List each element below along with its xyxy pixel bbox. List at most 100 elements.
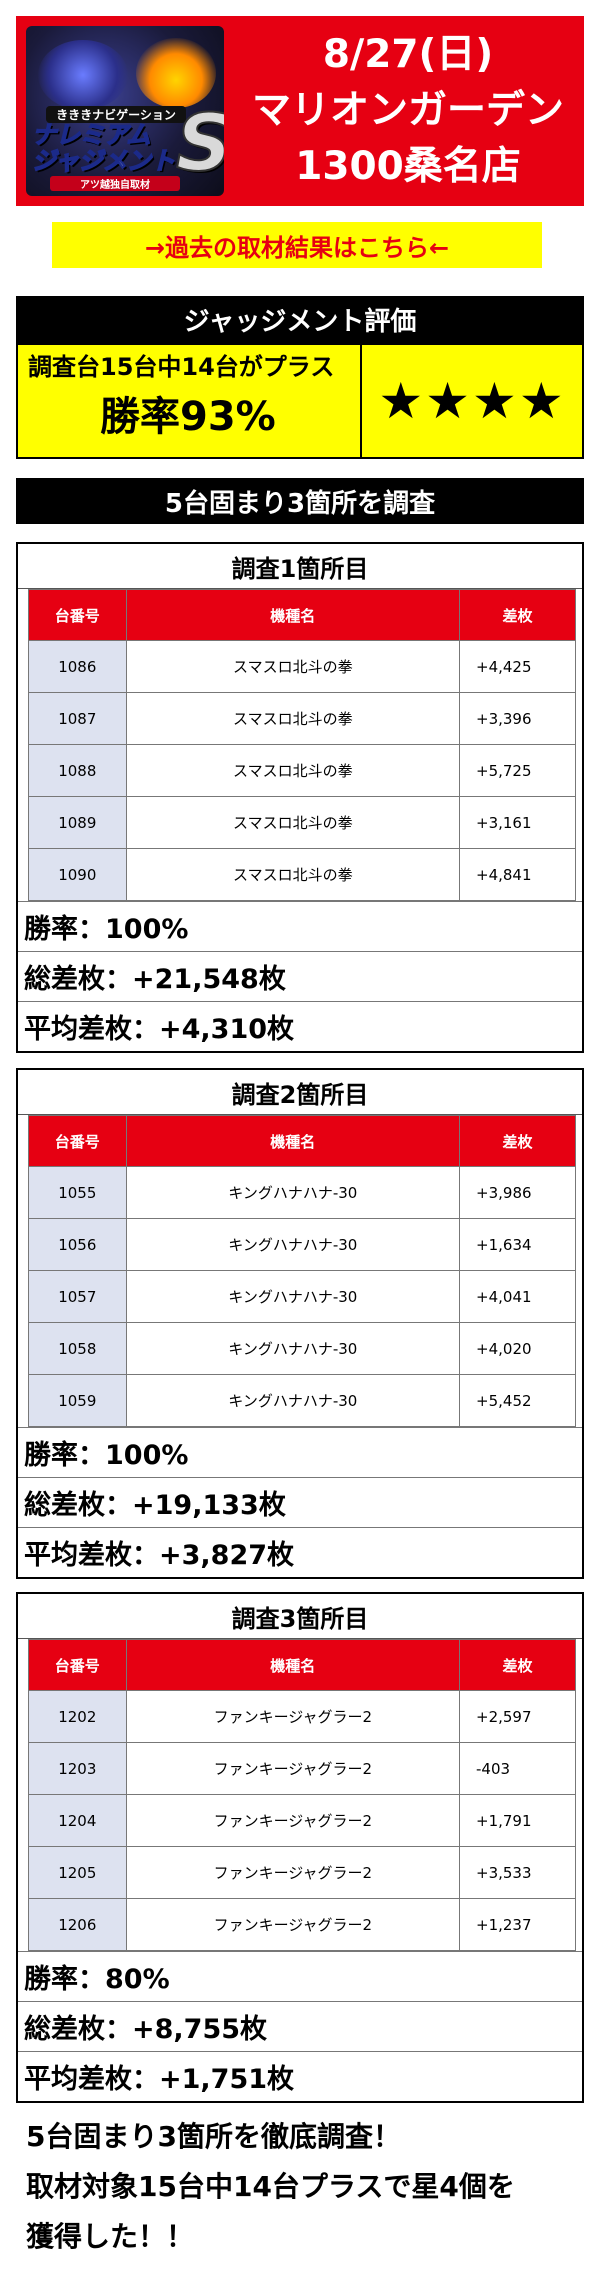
table-header-row: 台番号 機種名 差枚 — [28, 589, 576, 641]
premium-judgment-logo: きききナビゲーション ナレミアム ジャジメント S アツ越独自取材 — [26, 26, 224, 196]
machine-number-cell: 1205 — [28, 1846, 127, 1899]
table-row: 1055 キングハナハナ‐30 +3,986 — [28, 1166, 576, 1219]
table-row: 1059 キングハナハナ‐30 +5,452 — [28, 1374, 576, 1427]
coin-difference-cell: +1,237 — [459, 1898, 576, 1951]
win-rate-stat: 勝率：100% — [18, 901, 582, 951]
win-rate-stat: 勝率：80% — [18, 1951, 582, 2001]
survey-table: 台番号 機種名 差枚 1086 スマスロ北斗の拳 +4,425 1087 スマス… — [28, 589, 576, 901]
column-header-model-name: 機種名 — [125, 1115, 461, 1167]
table-row: 1057 キングハナハナ‐30 +4,041 — [28, 1270, 576, 1323]
header-store-branch: 1300桑名店 — [295, 144, 521, 189]
coin-difference-cell: +5,725 — [459, 744, 576, 797]
model-name-cell: ファンキージャグラー2 — [125, 1690, 461, 1743]
machine-number-cell: 1206 — [28, 1898, 127, 1951]
table-row: 1089 スマスロ北斗の拳 +3,161 — [28, 796, 576, 849]
logo-tagline: きききナビゲーション — [46, 106, 186, 123]
logo-big-letter: S — [175, 103, 224, 185]
survey-section-title: 5台固まり3箇所を調査 — [16, 478, 584, 524]
machine-number-cell: 1087 — [28, 692, 127, 745]
machine-number-cell: 1057 — [28, 1270, 127, 1323]
judgment-stars: ★★★★ — [362, 345, 582, 457]
machine-number-cell: 1055 — [28, 1166, 127, 1219]
summary-line-3: 獲得した！！ — [26, 2220, 195, 2253]
model-name-cell: キングハナハナ‐30 — [125, 1218, 461, 1271]
coin-difference-cell: +5,452 — [459, 1374, 576, 1427]
coin-difference-cell: +4,425 — [459, 640, 576, 693]
table-row: 1086 スマスロ北斗の拳 +4,425 — [28, 640, 576, 693]
table-header-row: 台番号 機種名 差枚 — [28, 1115, 576, 1167]
logo-wordmark-line2: ジャジメント — [31, 147, 175, 175]
table-row: 1204 ファンキージャグラー2 +1,791 — [28, 1794, 576, 1847]
logo-subline: アツ越独自取材 — [50, 176, 180, 191]
coin-difference-cell: +4,020 — [459, 1322, 576, 1375]
table-row: 1203 ファンキージャグラー2 -403 — [28, 1742, 576, 1795]
judgment-box: 調査台15台中14台がプラス 勝率93% ★★★★ — [16, 343, 584, 459]
model-name-cell: キングハナハナ‐30 — [125, 1270, 461, 1323]
header-date: 8/27(日) — [322, 32, 494, 77]
survey-table: 台番号 機種名 差枚 1055 キングハナハナ‐30 +3,986 1056 キ… — [28, 1115, 576, 1427]
coin-difference-cell: +3,161 — [459, 796, 576, 849]
coin-difference-cell: +1,791 — [459, 1794, 576, 1847]
coin-difference-cell: +1,634 — [459, 1218, 576, 1271]
column-header-model-name: 機種名 — [125, 1639, 461, 1691]
coin-difference-cell: +4,041 — [459, 1270, 576, 1323]
summary-text: 5台固まり3箇所を徹底調査！ 取材対象15台中14台プラスで星4個を 獲得した！… — [26, 2112, 586, 2262]
coin-difference-cell: +3,533 — [459, 1846, 576, 1899]
machine-number-cell: 1058 — [28, 1322, 127, 1375]
judgment-left-panel: 調査台15台中14台がプラス 勝率93% — [18, 345, 362, 457]
machine-number-cell: 1089 — [28, 796, 127, 849]
machine-number-cell: 1203 — [28, 1742, 127, 1795]
column-header-machine-number: 台番号 — [28, 1639, 127, 1691]
model-name-cell: スマスロ北斗の拳 — [125, 848, 461, 901]
survey-block-3: 調査3箇所目 台番号 機種名 差枚 1202 ファンキージャグラー2 +2,59… — [16, 1592, 584, 2103]
past-results-link[interactable]: →過去の取材結果はこちら← — [52, 222, 542, 268]
summary-line-2: 取材対象15台中14台プラスで星4個を — [26, 2170, 515, 2203]
model-name-cell: スマスロ北斗の拳 — [125, 796, 461, 849]
logo-flame-art — [136, 38, 216, 108]
logo-wordmark-line1: ナレミアム — [31, 121, 151, 149]
survey-block-1: 調査1箇所目 台番号 機種名 差枚 1086 スマスロ北斗の拳 +4,425 1… — [16, 542, 584, 1053]
column-header-coin-difference: 差枚 — [459, 1639, 576, 1691]
survey-title: 調査3箇所目 — [18, 1594, 582, 1639]
machine-number-cell: 1086 — [28, 640, 127, 693]
coin-difference-cell: +4,841 — [459, 848, 576, 901]
logo-beast-art — [38, 40, 128, 110]
table-row: 1206 ファンキージャグラー2 +1,237 — [28, 1898, 576, 1951]
model-name-cell: キングハナハナ‐30 — [125, 1374, 461, 1427]
column-header-machine-number: 台番号 — [28, 1115, 127, 1167]
table-row: 1056 キングハナハナ‐30 +1,634 — [28, 1218, 576, 1271]
model-name-cell: スマスロ北斗の拳 — [125, 692, 461, 745]
model-name-cell: ファンキージャグラー2 — [125, 1898, 461, 1951]
average-difference-stat: 平均差枚：+1,751枚 — [18, 2051, 582, 2101]
model-name-cell: キングハナハナ‐30 — [125, 1166, 461, 1219]
column-header-coin-difference: 差枚 — [459, 1115, 576, 1167]
machine-number-cell: 1088 — [28, 744, 127, 797]
table-row: 1205 ファンキージャグラー2 +3,533 — [28, 1846, 576, 1899]
model-name-cell: スマスロ北斗の拳 — [125, 640, 461, 693]
machine-number-cell: 1202 — [28, 1690, 127, 1743]
survey-title: 調査2箇所目 — [18, 1070, 582, 1115]
judgment-title: ジャッジメント評価 — [16, 296, 584, 343]
total-difference-stat: 総差枚：+19,133枚 — [18, 1477, 582, 1527]
coin-difference-cell: +2,597 — [459, 1690, 576, 1743]
summary-line-1: 5台固まり3箇所を徹底調査！ — [26, 2120, 401, 2153]
logo-wordmark: ナレミアム ジャジメント — [31, 121, 192, 175]
survey-title: 調査1箇所目 — [18, 544, 582, 589]
machine-number-cell: 1056 — [28, 1218, 127, 1271]
judgment-win-rate: 勝率93% — [100, 394, 276, 440]
table-row: 1202 ファンキージャグラー2 +2,597 — [28, 1690, 576, 1743]
survey-table: 台番号 機種名 差枚 1202 ファンキージャグラー2 +2,597 1203 … — [28, 1639, 576, 1951]
header-text: 8/27(日) マリオンガーデン 1300桑名店 — [232, 16, 584, 206]
column-header-model-name: 機種名 — [125, 589, 461, 641]
table-row: 1087 スマスロ北斗の拳 +3,396 — [28, 692, 576, 745]
table-row: 1090 スマスロ北斗の拳 +4,841 — [28, 848, 576, 901]
judgment-summary: 調査台15台中14台がプラス — [28, 353, 335, 381]
model-name-cell: ファンキージャグラー2 — [125, 1742, 461, 1795]
column-header-coin-difference: 差枚 — [459, 589, 576, 641]
model-name-cell: ファンキージャグラー2 — [125, 1794, 461, 1847]
table-row: 1058 キングハナハナ‐30 +4,020 — [28, 1322, 576, 1375]
machine-number-cell: 1090 — [28, 848, 127, 901]
model-name-cell: スマスロ北斗の拳 — [125, 744, 461, 797]
total-difference-stat: 総差枚：+8,755枚 — [18, 2001, 582, 2051]
model-name-cell: ファンキージャグラー2 — [125, 1846, 461, 1899]
